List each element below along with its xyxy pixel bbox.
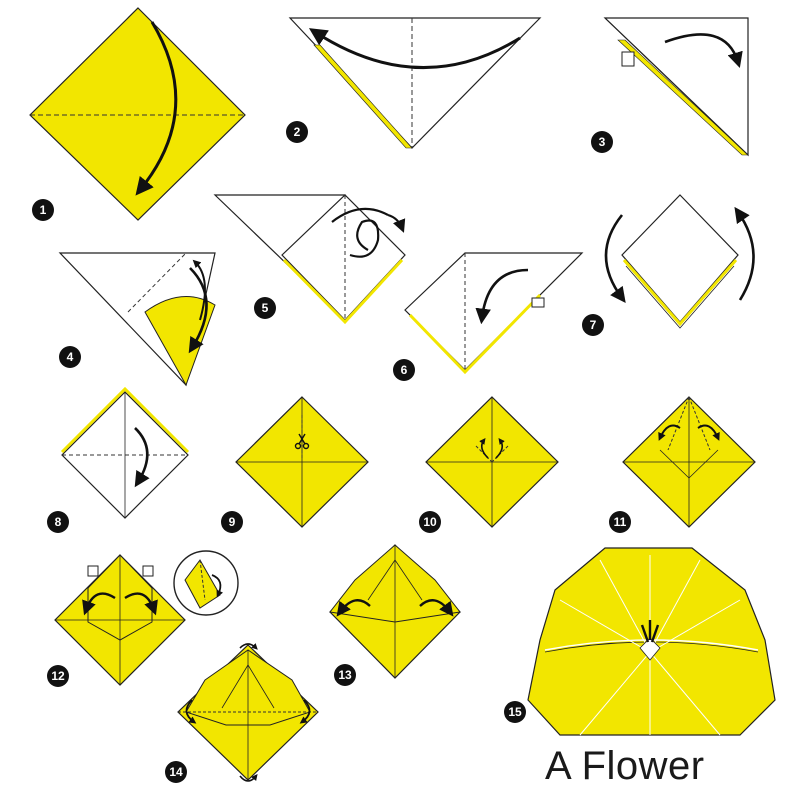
curved-arrow-icon (308, 28, 521, 69)
step-number: 8 (55, 515, 62, 529)
step-badge-2: 2 (286, 121, 308, 143)
push-arrow-icon (621, 51, 635, 67)
step-number: 6 (401, 363, 408, 377)
step-10-figure (425, 396, 559, 528)
step-number: 1 (40, 203, 47, 217)
curved-arrow-icon (185, 699, 197, 724)
step-badge-14: 14 (165, 761, 187, 783)
push-arrow-icon (87, 565, 99, 577)
step-badge-5: 5 (254, 297, 276, 319)
step-12-figure (54, 554, 186, 686)
step-number: 15 (508, 705, 522, 719)
step-15-figure (527, 547, 776, 736)
step-number: 5 (262, 301, 269, 315)
curved-arrow-icon (331, 207, 389, 258)
curved-arrow-icon (134, 427, 150, 488)
step-badge-6: 6 (393, 359, 415, 381)
step-badge-9: 9 (221, 511, 243, 533)
scissors-icon (294, 433, 310, 450)
step-badge-11: 11 (609, 511, 631, 533)
step-badge-10: 10 (419, 511, 441, 533)
step-6-figure (404, 252, 584, 375)
step-number: 12 (51, 669, 65, 683)
step-badge-4: 4 (59, 346, 81, 368)
curved-arrow-icon (658, 424, 681, 441)
step-number: 11 (614, 515, 627, 529)
step-9-figure (235, 396, 369, 528)
step-badge-13: 13 (334, 664, 356, 686)
step-3-figure (603, 17, 749, 157)
step-number: 7 (590, 318, 597, 332)
curved-arrow-icon (82, 592, 116, 616)
step-badge-1: 1 (32, 199, 54, 221)
step-11-figure (622, 396, 756, 528)
step-number: 4 (67, 350, 74, 364)
step-badge-7: 7 (582, 314, 604, 336)
diagram-title: A Flower (545, 744, 705, 788)
magnifier-inset-icon (173, 550, 239, 616)
step-13-figure (329, 544, 461, 679)
step-number: 9 (229, 515, 236, 529)
step-number: 2 (294, 125, 301, 139)
step-number: 3 (599, 135, 606, 149)
step-number: 13 (338, 668, 352, 682)
curved-arrow-icon (135, 21, 178, 196)
step-5-figure (213, 194, 406, 325)
step-7-figure (604, 194, 755, 329)
step-2-figure (288, 17, 542, 149)
step-14-figure (177, 643, 319, 782)
step-8-figure (60, 386, 190, 519)
curved-arrow-icon (336, 599, 371, 617)
step-badge-15: 15 (504, 701, 526, 723)
curved-arrow-icon (475, 268, 529, 325)
curved-arrow-icon (479, 437, 489, 459)
push-arrow-icon (531, 297, 545, 308)
step-badge-12: 12 (47, 665, 69, 687)
step-1-figure (29, 7, 246, 221)
step-badge-8: 8 (47, 511, 69, 533)
curved-arrow-icon (188, 267, 208, 354)
step-number: 14 (169, 765, 183, 779)
curved-arrow-icon (604, 214, 626, 304)
curved-arrow-icon (664, 33, 743, 68)
step-badge-3: 3 (591, 131, 613, 153)
step-number: 10 (423, 515, 437, 529)
step-4-figure (58, 252, 216, 387)
